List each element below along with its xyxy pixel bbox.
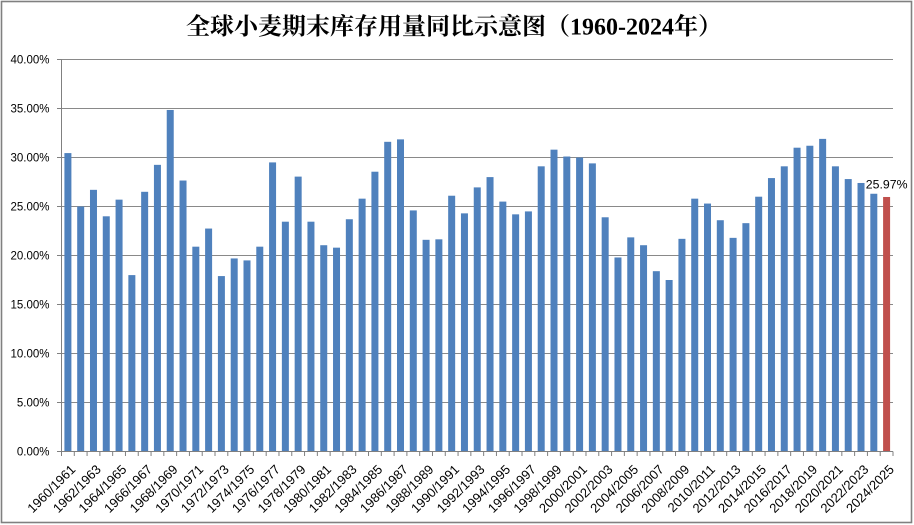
svg-text:10.00%: 10.00% bbox=[10, 348, 49, 360]
svg-text:25.97%: 25.97% bbox=[866, 177, 908, 191]
svg-text:15.00%: 15.00% bbox=[10, 299, 49, 311]
svg-text:0.00%: 0.00% bbox=[17, 446, 50, 458]
svg-text:20.00%: 20.00% bbox=[10, 250, 49, 262]
svg-text:35.00%: 35.00% bbox=[10, 103, 49, 115]
svg-text:30.00%: 30.00% bbox=[10, 152, 49, 164]
svg-text:5.00%: 5.00% bbox=[17, 397, 50, 409]
svg-text:25.00%: 25.00% bbox=[10, 201, 49, 213]
svg-text:40.00%: 40.00% bbox=[10, 54, 49, 66]
